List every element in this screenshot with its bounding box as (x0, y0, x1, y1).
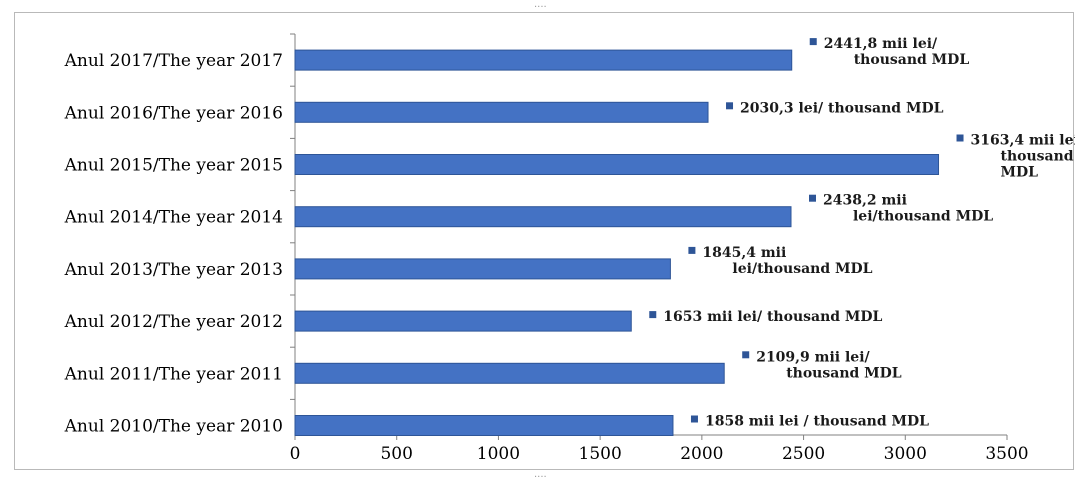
data-label: 2438,2 mii (823, 193, 907, 209)
x-tick-label: 500 (380, 444, 412, 464)
data-label: MDL (1001, 165, 1039, 181)
data-label-marker (649, 311, 657, 319)
data-label: thousand MDL (854, 52, 970, 68)
bar[interactable] (294, 362, 725, 384)
bar[interactable] (294, 101, 709, 123)
x-tick-label: 3000 (884, 444, 927, 464)
category-label: Anul 2017/The year 2017 (64, 51, 283, 71)
resize-handle-top[interactable]: ···· (534, 2, 547, 13)
category-label: Anul 2016/The year 2016 (64, 103, 283, 123)
data-label: 1653 mii lei/ thousand MDL (663, 309, 882, 325)
data-label: 1845,4 mii (702, 245, 786, 261)
category-label: Anul 2010/The year 2010 (64, 417, 283, 437)
category-label: Anul 2014/The year 2014 (64, 208, 283, 228)
data-label-marker (742, 351, 750, 359)
data-label: thousand (1001, 149, 1074, 165)
category-label: Anul 2013/The year 2013 (64, 260, 283, 280)
x-tick-label: 1000 (477, 444, 520, 464)
data-label: 2109,9 mii lei/ (756, 349, 870, 365)
bar[interactable] (294, 49, 793, 71)
data-label: 2441,8 mii lei/ (824, 36, 938, 52)
data-label: 2030,3 lei/ thousand MDL (740, 100, 944, 116)
category-label: Anul 2011/The year 2011 (64, 364, 283, 384)
data-label-marker (690, 415, 698, 423)
bar[interactable] (294, 415, 674, 436)
data-label-marker (688, 246, 696, 254)
data-label: 1858 mii lei / thousand MDL (705, 414, 929, 430)
x-tick-label: 2500 (782, 444, 825, 464)
category-label: Anul 2015/The year 2015 (64, 156, 283, 176)
bar-chart: 0 500 1000 1500 2000 2500 3000 3500 Anul 2017/Th… (64, 33, 1075, 464)
bar[interactable] (294, 206, 792, 228)
data-label-marker (726, 102, 734, 110)
data-label-marker (808, 194, 816, 202)
data-label: thousand MDL (786, 365, 902, 381)
bar[interactable] (294, 154, 940, 175)
x-tick-label: 1500 (579, 444, 622, 464)
data-label-marker (809, 38, 817, 46)
resize-handle-bottom[interactable]: ···· (534, 472, 547, 483)
bar[interactable] (294, 310, 632, 332)
data-label: lei/thousand MDL (853, 209, 993, 225)
x-tick-label: 2000 (680, 444, 723, 464)
bar[interactable] (294, 258, 671, 280)
data-label-marker (956, 134, 964, 142)
category-label: Anul 2012/The year 2012 (64, 312, 283, 332)
x-tick-label: 0 (290, 444, 301, 464)
data-label: lei/thousand MDL (732, 261, 872, 277)
data-label: 3163,4 mii lei/ (971, 133, 1075, 149)
chart-frame: 0 500 1000 1500 2000 2500 3000 3500 Anul 2017/Th… (14, 12, 1075, 470)
x-tick-label: 3500 (985, 444, 1028, 464)
